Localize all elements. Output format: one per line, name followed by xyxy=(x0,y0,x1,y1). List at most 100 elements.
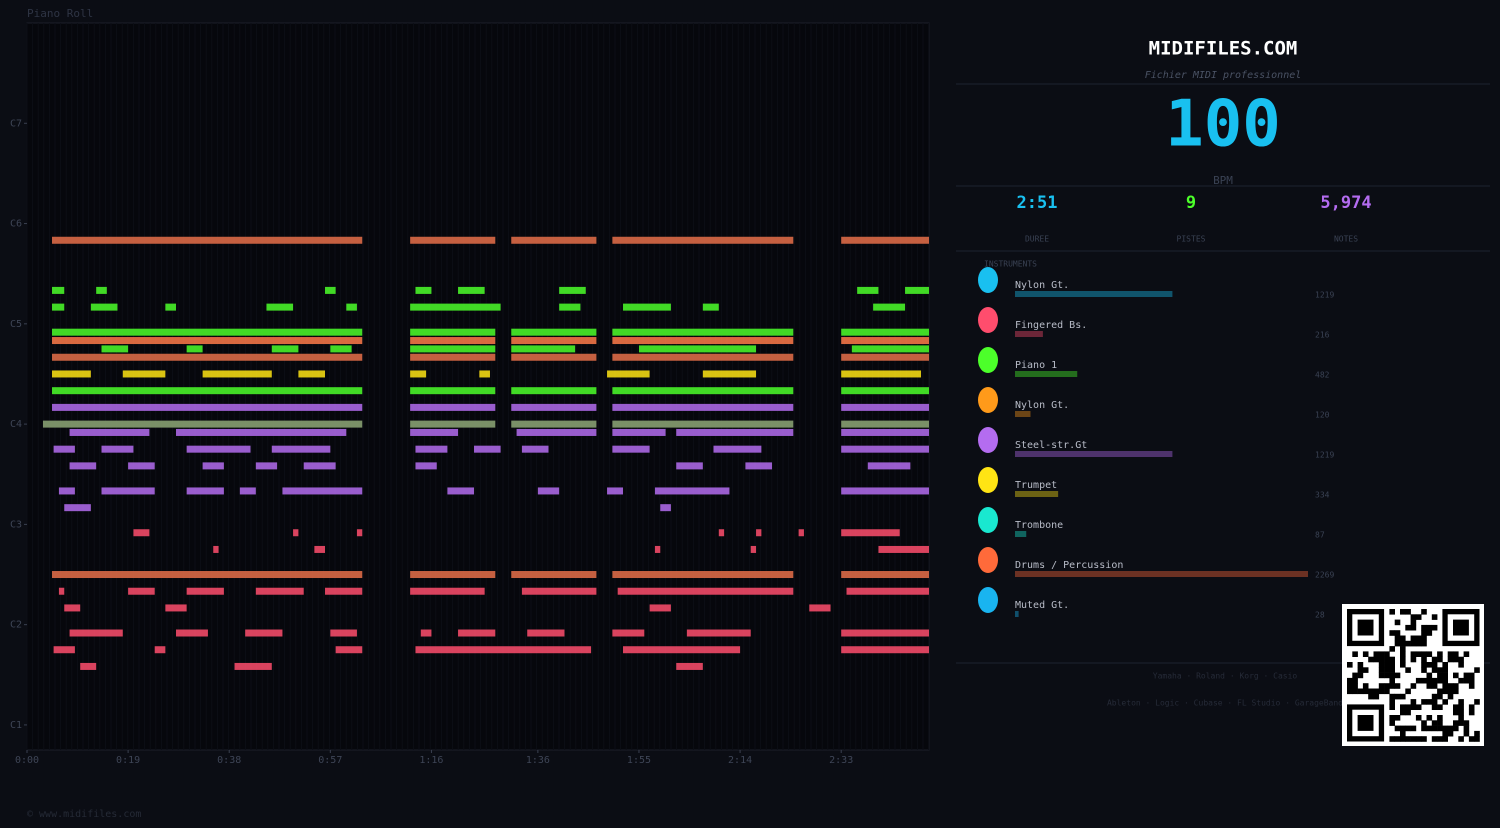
qr-module xyxy=(1437,693,1443,700)
instrument-name: Piano 1 xyxy=(1015,360,1057,371)
note-span xyxy=(623,303,671,311)
qr-module xyxy=(1431,725,1438,732)
piano-roll: C1 C2 C3 C4 C5 C6 C7 0:00 0:19 0:38 0:57 1:16 1:36 1:… xyxy=(10,23,930,766)
qr-module xyxy=(1405,709,1411,716)
qr-module xyxy=(1447,725,1454,732)
qr-module xyxy=(1362,683,1369,689)
note-span xyxy=(511,328,597,336)
qr-module xyxy=(1421,651,1427,657)
qr-module xyxy=(1400,656,1406,663)
note-span xyxy=(511,420,597,428)
qr-module xyxy=(1458,656,1464,663)
note-span xyxy=(245,629,283,637)
section-heading: INSTRUMENTS xyxy=(984,260,1037,269)
qr-module xyxy=(1373,693,1380,700)
qr-module xyxy=(1400,704,1406,710)
note-span xyxy=(447,487,475,495)
note-span xyxy=(415,286,432,294)
qr-module xyxy=(1431,614,1438,620)
note-span xyxy=(612,629,645,637)
qr-module xyxy=(1405,667,1411,673)
qr-module xyxy=(1400,709,1406,716)
qr-module xyxy=(1458,720,1464,726)
note-span xyxy=(96,286,107,294)
qr-module xyxy=(1431,736,1438,742)
qr-module xyxy=(1426,662,1433,668)
qr-module xyxy=(1410,656,1417,663)
qr-module xyxy=(1431,683,1438,689)
note-span xyxy=(53,646,75,654)
note-span xyxy=(64,604,81,612)
qr-module xyxy=(1394,736,1401,742)
qr-module xyxy=(1373,656,1380,663)
qr-module xyxy=(1394,630,1401,636)
qr-module xyxy=(1426,699,1433,705)
note-span xyxy=(202,370,272,378)
qr-module xyxy=(1410,619,1417,626)
qr-finder xyxy=(1357,715,1374,731)
note-span xyxy=(511,345,576,353)
instrument-name: Nylon Gt. xyxy=(1015,400,1069,411)
qr-module xyxy=(1421,630,1427,636)
note-span xyxy=(410,303,501,311)
qr-module xyxy=(1400,662,1406,668)
qr-module xyxy=(1415,736,1422,742)
qr-module xyxy=(1405,736,1411,742)
instrument-bar xyxy=(1015,371,1078,377)
qr-module xyxy=(1373,651,1380,657)
qr-module xyxy=(1463,730,1470,737)
note-span xyxy=(255,462,278,470)
qr-module xyxy=(1453,651,1459,657)
note-span xyxy=(410,420,496,428)
stat-value: 5,974 xyxy=(1320,193,1371,213)
qr-module xyxy=(1389,683,1395,689)
qr-module xyxy=(1410,624,1417,631)
qr-module xyxy=(1426,725,1433,732)
note-span xyxy=(410,387,496,395)
instrument-bar xyxy=(1015,451,1173,457)
qr-module xyxy=(1474,667,1480,673)
note-span xyxy=(841,403,929,411)
qr-module xyxy=(1442,725,1448,732)
instrument-dot xyxy=(978,307,998,333)
qr-module xyxy=(1347,683,1353,689)
qr-module xyxy=(1415,614,1422,620)
note-span xyxy=(186,487,224,495)
note-span xyxy=(80,662,97,670)
note-span xyxy=(128,587,155,595)
qr-module xyxy=(1384,667,1390,673)
qr-module xyxy=(1389,704,1395,710)
note-span xyxy=(638,345,757,353)
qr-module xyxy=(1421,609,1427,615)
qr-module xyxy=(1463,651,1470,657)
note-span xyxy=(607,370,650,378)
qr-module xyxy=(1437,725,1443,732)
note-span xyxy=(617,587,794,595)
qr-module xyxy=(1453,656,1459,663)
qr-module xyxy=(1437,704,1443,710)
qr-module xyxy=(1394,635,1401,642)
note-span xyxy=(176,629,208,637)
note-span xyxy=(325,587,363,595)
note-span xyxy=(52,403,363,411)
note-span xyxy=(154,646,166,654)
note-span xyxy=(559,286,586,294)
note-span xyxy=(511,337,597,345)
qr-module xyxy=(1362,651,1369,657)
note-span xyxy=(255,587,304,595)
qr-module xyxy=(1447,730,1454,737)
note-span xyxy=(612,236,794,244)
qr-module xyxy=(1426,630,1433,636)
x-tick-label: 1:36 xyxy=(526,755,550,766)
note-span xyxy=(52,328,363,336)
qr-module xyxy=(1431,662,1438,668)
qr-module xyxy=(1442,667,1448,673)
note-span xyxy=(52,337,363,345)
qr-module xyxy=(1453,709,1459,716)
qr-module xyxy=(1458,709,1464,716)
instrument-dot xyxy=(978,387,998,413)
panel-title: Piano Roll xyxy=(27,7,93,20)
note-span xyxy=(511,236,597,244)
qr-module xyxy=(1384,662,1390,668)
